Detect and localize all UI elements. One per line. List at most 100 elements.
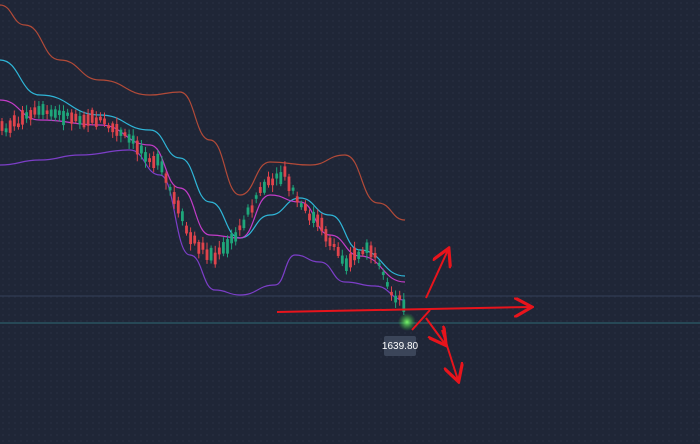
candle-body: [226, 239, 229, 254]
candle-body: [185, 225, 188, 234]
candles: [0, 100, 406, 315]
price-tag: [384, 336, 416, 356]
candle-body: [131, 135, 135, 144]
candle-body: [217, 247, 221, 255]
candle-body: [398, 295, 402, 300]
candle-body: [332, 243, 336, 247]
candle-body: [29, 110, 33, 120]
candle-body: [197, 241, 201, 254]
candle-body: [119, 129, 123, 136]
arrow: [411, 309, 431, 331]
candle-body: [328, 237, 332, 247]
candle-body: [111, 123, 115, 133]
candle-body: [107, 125, 110, 129]
candle-body: [4, 128, 8, 133]
candle-body: [156, 153, 160, 166]
candle-body: [164, 173, 168, 183]
candle-body: [103, 118, 106, 125]
candle-body: [66, 112, 69, 116]
candle-body: [8, 120, 12, 133]
candle-body: [283, 166, 287, 177]
candle-body: [377, 262, 381, 266]
candle-body: [172, 192, 176, 204]
candle-body: [12, 115, 16, 127]
candle-body: [160, 161, 164, 173]
candle-body: [115, 123, 119, 136]
candle-body: [82, 114, 86, 128]
candle-body: [222, 242, 225, 254]
candle-body: [381, 271, 385, 276]
candle-body: [168, 186, 172, 191]
candle-body: [176, 200, 180, 214]
candle-body: [209, 247, 213, 261]
candle-body: [17, 123, 20, 128]
candle-body: [258, 187, 262, 193]
candle-body: [78, 116, 82, 125]
candle-body: [58, 110, 61, 116]
candle-body: [205, 249, 209, 260]
arrow: [425, 317, 445, 344]
candle-body: [230, 233, 233, 244]
candle-body: [271, 178, 274, 186]
candle-body: [21, 110, 24, 125]
fast-average: [0, 99, 406, 283]
candle-body: [45, 110, 49, 115]
price-glow: [398, 313, 416, 331]
candle-body: [275, 173, 279, 179]
candle-body: [345, 258, 348, 271]
candle-body: [250, 205, 254, 213]
candle-body: [70, 112, 74, 124]
candle-body: [25, 112, 28, 119]
candle-body: [62, 110, 65, 126]
upper-band: [0, 4, 406, 221]
candle-body: [152, 156, 156, 169]
candle-body: [246, 207, 250, 215]
candle-body: [287, 176, 291, 191]
candle-body: [37, 106, 41, 115]
candle-body: [263, 181, 266, 193]
candle-body: [349, 253, 352, 268]
candle-body: [295, 196, 299, 203]
candle-body: [99, 116, 102, 121]
candle-body: [189, 232, 192, 245]
candle-body: [308, 213, 311, 221]
candle-body: [312, 211, 315, 223]
candle-body: [144, 152, 147, 162]
arrow: [425, 250, 448, 299]
candle-body: [33, 107, 37, 115]
candle-body: [402, 299, 406, 312]
candle-body: [74, 113, 78, 122]
candle-body: [94, 117, 98, 127]
candle-body: [238, 225, 242, 231]
candle-body: [340, 255, 344, 264]
candle-body: [193, 235, 197, 244]
candle-body: [0, 121, 4, 131]
candle-body: [123, 132, 127, 137]
lower-band: [0, 149, 406, 301]
arrow: [276, 307, 530, 312]
candle-body: [316, 214, 320, 227]
annotations: [276, 250, 530, 380]
candle-body: [254, 195, 258, 199]
candle-body: [234, 232, 238, 242]
candle-body: [86, 114, 90, 126]
candle-body: [201, 242, 205, 250]
candle-body: [135, 140, 139, 155]
candle-body: [324, 229, 328, 242]
candle-body: [242, 219, 246, 229]
candle-body: [394, 295, 397, 303]
candle-body: [369, 245, 373, 258]
candle-body: [336, 246, 340, 256]
arrow: [441, 329, 458, 380]
price-label: 1639.80: [382, 341, 419, 352]
candle-body: [353, 247, 356, 261]
candle-body: [390, 291, 393, 296]
candle-body: [213, 252, 217, 265]
candle-body: [140, 145, 143, 154]
candle-body: [299, 203, 303, 208]
candle-body: [181, 211, 184, 222]
candle-body: [148, 158, 151, 163]
